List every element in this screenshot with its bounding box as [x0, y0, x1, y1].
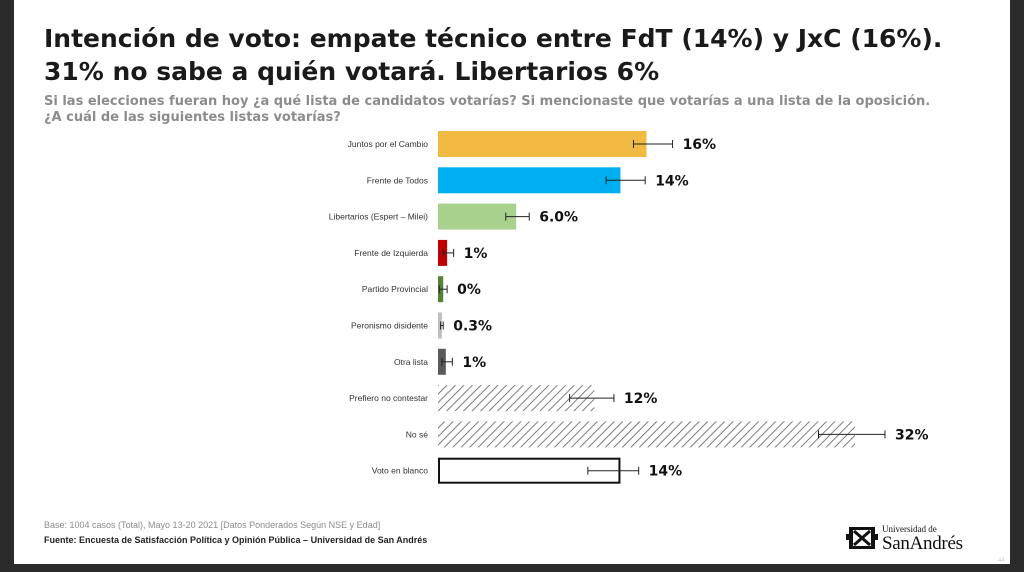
bar	[438, 167, 621, 194]
window-frame-left	[0, 0, 14, 572]
category-label: Otra lista	[394, 357, 428, 367]
logo-text-small: Universidad de	[882, 524, 937, 534]
title-line-1: Intención de voto: empate técnico entre …	[44, 24, 943, 53]
value-label: 6.0%	[539, 210, 578, 226]
bar	[438, 203, 517, 230]
value-label: 12%	[624, 391, 658, 407]
category-label: Peronismo disidente	[351, 321, 428, 331]
category-label: Libertarios (Espert – Milei)	[329, 212, 428, 222]
slide-subtitle: Si las elecciones fueran hoy ¿a qué list…	[44, 94, 964, 126]
title-line-2: 31% no sabe a quién votará. Libertarios …	[44, 57, 660, 86]
category-label: No sé	[406, 429, 428, 439]
category-label: Prefiero no contestar	[349, 393, 428, 403]
category-label: Frente de Izquierda	[354, 248, 428, 258]
logo-text-big: SanAndrés	[882, 533, 963, 554]
value-label: 0.3%	[453, 319, 492, 335]
category-label: Voto en blanco	[372, 466, 429, 476]
bar	[438, 385, 595, 412]
category-label: Frente de Todos	[367, 175, 428, 185]
value-label: 1%	[462, 355, 486, 371]
value-label: 16%	[683, 137, 717, 153]
page-number: 44	[998, 558, 1005, 564]
bar	[438, 131, 647, 157]
window-frame-bottom	[0, 564, 1024, 572]
base-note: Base: 1004 casos (Total), Mayo 13-20 202…	[44, 520, 381, 530]
bar	[438, 312, 442, 339]
value-label: 14%	[655, 173, 689, 189]
value-label: 1%	[464, 246, 488, 262]
university-logo: Universidad de SanAndrés	[846, 522, 996, 556]
source-note: Fuente: Encuesta de Satisfacción Polític…	[44, 535, 428, 545]
value-label: 14%	[649, 464, 683, 480]
subtitle-line-2: ¿A cuál de las siguientes listas votaría…	[44, 110, 341, 125]
bar	[438, 239, 448, 266]
window-frame-right	[1010, 0, 1024, 572]
subtitle-line-1: Si las elecciones fueran hoy ¿a qué list…	[44, 94, 931, 109]
bar	[438, 421, 855, 448]
slide-title: Intención de voto: empate técnico entre …	[44, 22, 964, 88]
category-label: Partido Provincial	[362, 284, 428, 294]
shield-icon	[846, 527, 878, 549]
value-label: 32%	[895, 427, 929, 443]
category-label: Juntos por el Cambio	[348, 139, 429, 149]
value-label: 0%	[457, 282, 481, 298]
